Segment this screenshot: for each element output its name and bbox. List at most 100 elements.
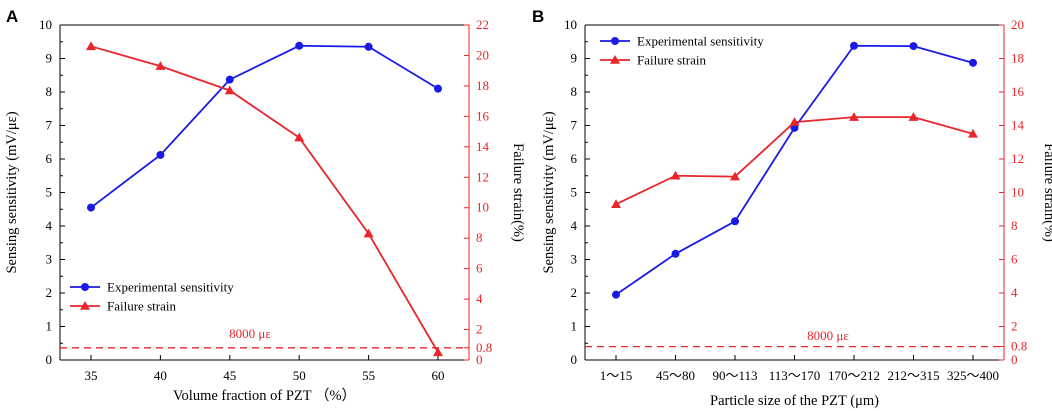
data-point-sensitivity: [671, 249, 680, 258]
left-tick-label: 9: [571, 51, 578, 66]
right-tick-label: 16: [476, 108, 490, 123]
x-tick-label: 90～113: [712, 368, 757, 383]
data-point-failure-strain: [670, 170, 681, 180]
right-tick-label: 20: [1011, 17, 1024, 32]
legend: Experimental sensitivity Failure strain: [70, 280, 234, 314]
x-tick-label: 60: [432, 368, 445, 383]
series-line-failure-strain: [90, 45, 439, 353]
left-tick-label: 6: [571, 151, 578, 166]
legend-marker-triangle: [80, 301, 90, 310]
data-point-sensitivity: [909, 42, 918, 51]
data-point-sensitivity: [225, 75, 234, 84]
x-tick-label: 212～315: [887, 368, 939, 383]
data-point-failure-strain: [849, 112, 859, 121]
x-tick-label: 50: [293, 368, 306, 383]
right-tick-label: 0: [476, 352, 483, 367]
right-tick-label: 6: [1011, 252, 1018, 267]
right-axis-title: Failure strain(%): [510, 143, 526, 242]
left-tick-label: 4: [46, 218, 53, 233]
right-tick-label: 4: [476, 291, 483, 306]
left-tick-label: 0: [46, 352, 53, 367]
left-tick-label: 6: [46, 151, 53, 166]
left-tick-label: 2: [46, 285, 53, 300]
right-tick-label: 14: [476, 139, 490, 154]
right-tick-label: 2: [1011, 319, 1018, 334]
data-point-failure-strain: [611, 199, 621, 208]
data-point-failure-strain: [433, 347, 443, 357]
right-tick-label: 0.8: [476, 340, 492, 355]
x-tick-label: 45～80: [656, 368, 695, 383]
data-point-sensitivity: [434, 84, 442, 93]
right-tick-label: 20: [476, 47, 489, 62]
right-tick-label: 12: [476, 169, 489, 184]
right-tick-label: 12: [1011, 151, 1024, 166]
x-axis-title: Volume fraction of PZT （%）: [173, 387, 356, 404]
legend-marker-circle: [81, 283, 89, 291]
left-tick-label: 1: [46, 319, 53, 334]
reference-line-label: 8000 με: [229, 326, 271, 341]
panel-label: A: [6, 7, 18, 26]
x-tick-label: 1～15: [600, 368, 633, 383]
left-tick-label: 3: [571, 252, 578, 267]
data-point-sensitivity: [364, 42, 373, 51]
left-tick-label: 0: [571, 352, 578, 367]
legend-marker-circle: [611, 37, 619, 45]
panel-label: B: [532, 7, 544, 26]
right-tick-label: 8: [476, 230, 483, 245]
right-tick-label: 16: [1011, 84, 1025, 99]
data-point-failure-strain: [730, 171, 740, 181]
legend-label: Failure strain: [107, 299, 176, 314]
x-tick-label: 170～212: [828, 368, 880, 383]
right-tick-label: 4: [1011, 285, 1018, 300]
data-point-sensitivity: [295, 41, 304, 50]
left-tick-label: 7: [571, 118, 578, 133]
legend: Experimental sensitivity Failure strain: [600, 34, 764, 68]
x-tick-label: 325～400: [947, 368, 999, 383]
left-tick-label: 5: [46, 185, 53, 200]
data-point-sensitivity: [850, 41, 858, 50]
data-point-failure-strain: [224, 85, 235, 95]
legend-label: Experimental sensitivity: [107, 280, 234, 295]
right-tick-label: 0.8: [1011, 339, 1027, 354]
x-tick-label: 113～170: [769, 368, 821, 383]
left-tick-label: 5: [571, 185, 578, 200]
x-tick-label: 40: [154, 368, 167, 383]
data-point-failure-strain: [155, 61, 166, 70]
data-point-sensitivity: [731, 217, 739, 226]
right-tick-label: 8: [1011, 218, 1018, 233]
x-axis-title: Particle size of the PZT (μm): [710, 393, 879, 409]
data-point-sensitivity: [156, 150, 165, 159]
data-point-failure-strain: [86, 41, 96, 51]
x-tick-label: 55: [362, 368, 375, 383]
right-tick-label: 22: [476, 17, 489, 32]
legend-marker-triangle: [610, 55, 620, 64]
data-point-failure-strain: [363, 228, 374, 238]
left-tick-label: 8: [571, 84, 578, 99]
left-axis-title: Sensing sensitivity (mV/με): [4, 111, 20, 273]
left-tick-label: 9: [46, 51, 53, 66]
right-tick-label: 6: [476, 261, 483, 276]
x-tick-label: 35: [85, 368, 98, 383]
right-tick-label: 18: [476, 78, 489, 93]
reference-line-label: 8000 με: [807, 328, 849, 343]
right-tick-label: 10: [1011, 185, 1024, 200]
left-tick-label: 3: [46, 252, 53, 267]
x-tick-label: 45: [223, 368, 236, 383]
series-line-sensitivity: [615, 44, 974, 296]
left-tick-label: 7: [46, 118, 53, 133]
data-point-failure-strain: [968, 128, 978, 138]
legend-label: Failure strain: [637, 53, 706, 68]
right-tick-label: 18: [1011, 51, 1024, 66]
data-point-sensitivity: [612, 290, 620, 299]
data-point-failure-strain: [294, 132, 305, 142]
left-tick-label: 10: [39, 17, 52, 32]
data-point-sensitivity: [87, 203, 95, 212]
right-tick-label: 0: [1011, 352, 1018, 367]
left-tick-label: 10: [564, 17, 577, 32]
left-tick-label: 4: [571, 218, 578, 233]
right-tick-label: 14: [1011, 118, 1025, 133]
right-axis-title: Failure strain(%): [1041, 143, 1052, 242]
